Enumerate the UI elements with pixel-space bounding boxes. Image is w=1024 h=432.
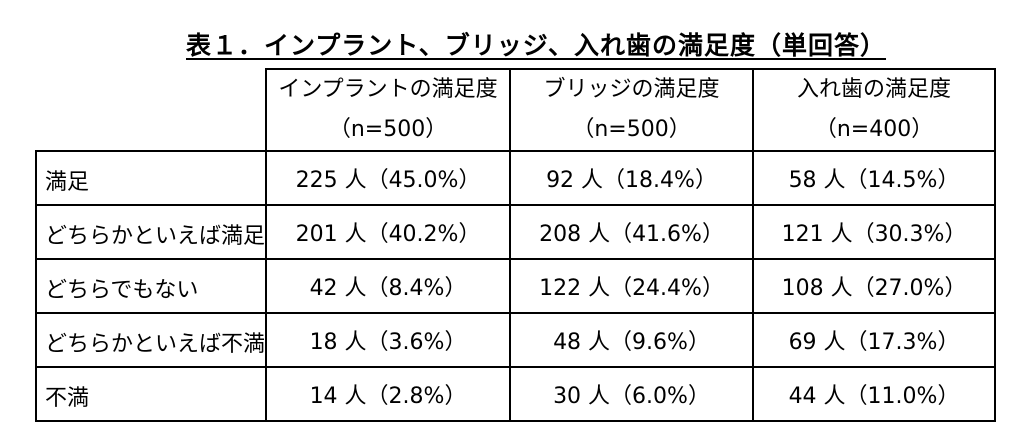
table-row: 満足 225 人（45.0%） 92 人（18.4%） 58 人（14.5%） bbox=[34, 150, 997, 206]
table-cell: 108 人（27.0%） bbox=[752, 258, 997, 314]
row-label: どちらかといえば不満 bbox=[34, 312, 268, 368]
header-row: インプラントの満足度 （n=500） ブリッジの満足度 （n=500） 入れ歯の… bbox=[36, 68, 997, 152]
column-header-n: （n=500） bbox=[328, 117, 448, 142]
row-label: どちらかといえば満足 bbox=[34, 204, 268, 260]
column-header-name: インプラントの満足度 bbox=[278, 77, 498, 102]
table-cell: 121 人（30.3%） bbox=[752, 204, 997, 260]
table-cell: 92 人（18.4%） bbox=[509, 150, 755, 206]
table-cell: 42 人（8.4%） bbox=[265, 258, 512, 314]
row-label: 不満 bbox=[34, 366, 268, 422]
table-cell: 69 人（17.3%） bbox=[752, 312, 997, 368]
table-cell: 208 人（41.6%） bbox=[509, 204, 755, 260]
table-row: どちらかといえば不満 18 人（3.6%） 48 人（9.6%） 69 人（17… bbox=[34, 312, 997, 368]
table-cell: 58 人（14.5%） bbox=[752, 150, 997, 206]
table-title: 表１．インプラント、ブリッジ、入れ歯の満足度（単回答） bbox=[186, 31, 887, 60]
table-cell: 30 人（6.0%） bbox=[509, 366, 755, 422]
table-cell: 122 人（24.4%） bbox=[509, 258, 755, 314]
table-cell: 48 人（9.6%） bbox=[509, 312, 755, 368]
table-cell: 44 人（11.0%） bbox=[752, 366, 997, 422]
row-label: どちらでもない bbox=[34, 258, 268, 314]
column-header-n: （n=400） bbox=[814, 117, 934, 142]
table-cell: 14 人（2.8%） bbox=[265, 366, 512, 422]
table-row: 不満 14 人（2.8%） 30 人（6.0%） 44 人（11.0%） bbox=[34, 366, 997, 422]
table-row: どちらかといえば満足 201 人（40.2%） 208 人（41.6%） 121… bbox=[34, 204, 997, 260]
table-row: どちらでもない 42 人（8.4%） 122 人（24.4%） 108 人（27… bbox=[34, 258, 997, 314]
satisfaction-table: インプラントの満足度 （n=500） ブリッジの満足度 （n=500） 入れ歯の… bbox=[34, 68, 997, 422]
column-header-bridge: ブリッジの満足度 （n=500） bbox=[509, 68, 755, 152]
row-label: 満足 bbox=[34, 150, 268, 206]
column-header-name: 入れ歯の満足度 bbox=[797, 77, 952, 102]
table-cell: 201 人（40.2%） bbox=[265, 204, 512, 260]
column-header-implant: インプラントの満足度 （n=500） bbox=[265, 68, 512, 152]
table-cell: 18 人（3.6%） bbox=[265, 312, 512, 368]
table-cell: 225 人（45.0%） bbox=[265, 150, 512, 206]
column-header-n: （n=500） bbox=[572, 117, 691, 142]
column-header-name: ブリッジの満足度 bbox=[543, 77, 720, 102]
corner-cell bbox=[36, 69, 268, 152]
column-header-denture: 入れ歯の満足度 （n=400） bbox=[752, 68, 997, 152]
